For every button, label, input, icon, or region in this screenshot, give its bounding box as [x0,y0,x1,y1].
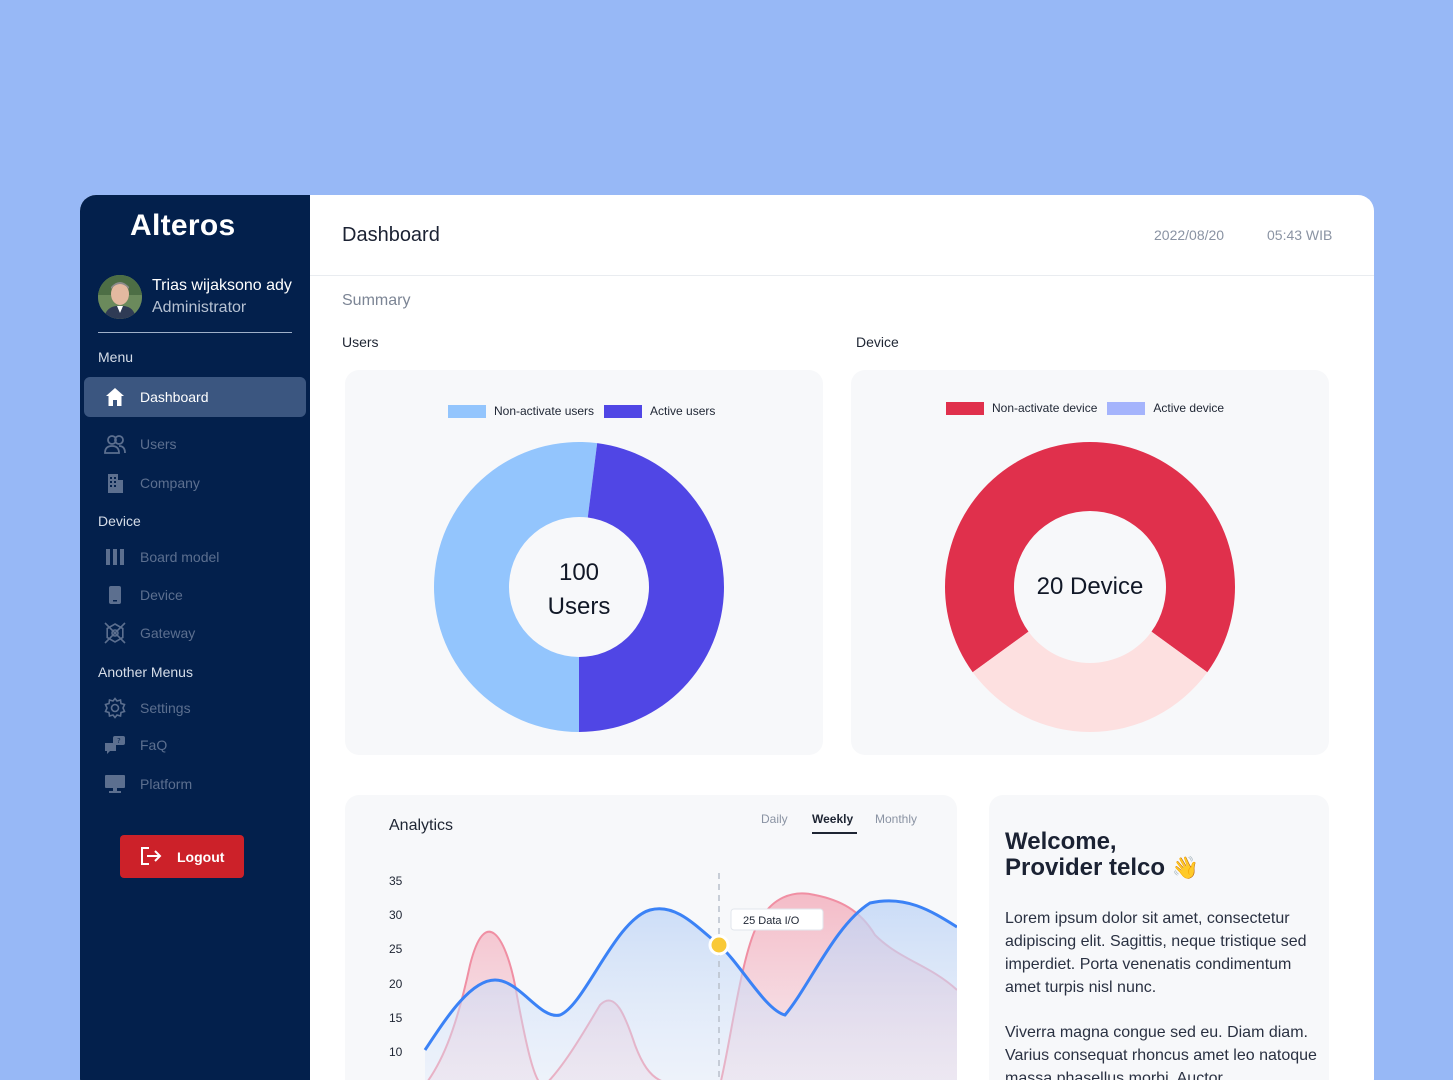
profile-name: Trias wijaksono ady [152,277,292,294]
legend-item[interactable]: Active users [604,404,715,418]
sidebar-item-label: Settings [140,700,191,716]
gateway-icon [104,622,126,644]
avatar[interactable] [98,275,142,319]
legend-item[interactable]: Non-activate device [946,401,1097,415]
donut-slice[interactable] [579,443,725,732]
faq-icon: ? [104,734,126,756]
sidebar-item-faq[interactable]: ? FaQ [84,725,306,765]
sidebar-item-users[interactable]: Users [84,424,306,464]
users-count: 100 [558,559,600,586]
analytics-title: Analytics [389,817,454,834]
welcome-title-line1: Welcome, [1005,828,1117,855]
home-icon [104,386,126,408]
welcome-paragraph-2: Viverra magna congue sed eu. Diam diam. … [1005,1024,1317,1080]
sidebar-item-label: Users [140,436,177,452]
sidebar-item-label: Platform [140,776,193,792]
sidebar: Alteros Trias wijaksono ady Administrato… [80,195,310,1080]
sidebar-item-label: Gateway [140,625,196,641]
y-tick: 15 [389,1011,403,1025]
welcome-title: Welcome, Provider telco 👋 [1005,829,1199,881]
legend-label: Active device [1153,401,1225,415]
user-profile[interactable]: Trias wijaksono ady Administrator [98,275,292,333]
page-title: Dashboard [342,224,440,246]
users-unit: Users [547,593,611,620]
legend-swatch [448,404,486,418]
legend-item[interactable]: Active device [1107,401,1224,415]
y-tick: 20 [389,977,403,991]
profile-role: Administrator [152,299,247,316]
wave-emoji: 👋 [1171,855,1200,880]
sidebar-item-label: Dashboard [140,389,209,405]
header-time: 05:43 WIB [1267,227,1333,243]
users-chart-legend: Non-activate users Active users [448,404,725,418]
users-card-label: Users [342,334,379,350]
tab-weekly[interactable]: Weekly [812,812,858,834]
sidebar-item-label: FaQ [140,737,168,753]
logout-button[interactable]: Logout [120,835,244,878]
app-window: Alteros Trias wijaksono ady Administrato… [80,195,1374,1080]
legend-swatch [1107,401,1146,415]
tooltip-text: 25 Data I/O [743,915,800,927]
blue-series-area [425,900,957,1080]
welcome-card: Welcome, Provider telco 👋 Lorem ipsum do… [989,795,1329,1080]
sidebar-item-company[interactable]: Company [84,463,306,503]
legend-item[interactable]: Non-activate users [448,404,594,418]
sidebar-item-gateway[interactable]: Gateway [84,613,306,653]
section-label-menu: Menu [98,349,134,365]
device-card-label: Device [856,334,899,350]
sidebar-item-platform[interactable]: Platform [84,764,306,804]
tab-monthly[interactable]: Monthly [875,812,918,826]
y-tick: 30 [389,908,403,922]
device-chart-legend: Non-activate device Active device [946,401,1234,415]
device-chart-card: Non-activate device Active device 20 Dev… [851,370,1329,755]
y-tick: 25 [389,942,403,956]
legend-label: Active users [650,404,716,418]
legend-swatch [946,401,984,415]
tooltip-box [730,908,824,931]
hover-point[interactable] [708,934,730,956]
building-icon [104,472,126,494]
y-tick: 35 [389,874,403,888]
sidebar-item-label: Device [140,587,183,603]
users-icon [104,433,126,455]
legend-swatch [604,404,643,418]
legend-label: Non-activate device [992,401,1098,415]
section-label-device: Device [98,513,141,529]
device-donut-chart [945,442,1235,732]
sidebar-item-dashboard[interactable]: Dashboard [84,377,306,417]
legend-label: Non-activate users [494,404,595,418]
tab-daily[interactable]: Daily [761,812,788,826]
summary-heading: Summary [342,292,411,309]
device-icon [104,584,126,606]
board-model-icon [104,546,126,568]
donut-slice[interactable] [972,631,1208,732]
section-label-another-menus: Another Menus [98,664,193,680]
users-center-label: 100 Users [529,556,629,624]
analytics-card: Analytics Daily Weekly Monthly 35 30 25 … [345,795,957,1080]
y-tick: 10 [389,1045,403,1059]
logout-icon [140,846,162,871]
donut-slice[interactable] [945,442,1235,673]
sidebar-item-settings[interactable]: Settings [84,688,306,728]
sidebar-item-label: Board model [140,549,220,565]
brand-logo[interactable]: Alteros [130,209,236,242]
sidebar-item-device[interactable]: Device [84,575,306,615]
device-center-label: 20 Device [1036,573,1144,600]
users-donut-chart [434,442,725,732]
logout-label: Logout [177,848,225,865]
sidebar-item-board-model[interactable]: Board model [84,537,306,577]
top-header: Dashboard 2022/08/20 05:43 WIB [310,195,1374,276]
header-date: 2022/08/20 [1154,227,1225,243]
sidebar-item-label: Company [140,475,200,491]
welcome-title-line2: Provider telco [1005,854,1166,881]
svg-text:?: ? [117,737,121,745]
analytics-area-chart: 25 Data I/O [423,873,957,1080]
gear-icon [104,697,126,719]
donut-slice[interactable] [434,442,598,732]
users-chart-card: Non-activate users Active users 100 User… [345,370,823,755]
blue-series-line [423,899,957,1051]
welcome-paragraph-1: Lorem ipsum dolor sit amet, consectetur … [1005,910,1307,996]
monitor-icon [104,773,126,795]
